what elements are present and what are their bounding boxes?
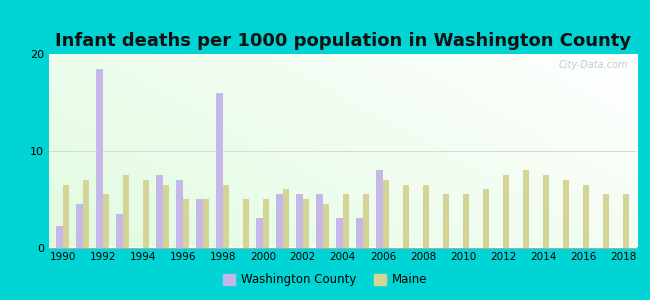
Bar xyxy=(443,194,449,248)
Bar xyxy=(503,175,510,247)
Text: City-Data.com: City-Data.com xyxy=(558,60,628,70)
Bar xyxy=(303,199,309,248)
Bar xyxy=(176,180,183,248)
Bar xyxy=(96,68,103,248)
Bar xyxy=(157,175,162,247)
Bar xyxy=(263,199,269,248)
Bar xyxy=(223,184,229,248)
Bar xyxy=(523,170,529,248)
Bar xyxy=(196,199,203,248)
Bar xyxy=(83,180,89,248)
Bar xyxy=(376,170,383,248)
Bar xyxy=(283,190,289,247)
Bar xyxy=(463,194,469,248)
Bar xyxy=(143,180,150,248)
Bar xyxy=(243,199,249,248)
Bar xyxy=(323,204,330,248)
Bar xyxy=(216,93,223,248)
Bar xyxy=(162,184,169,248)
Bar xyxy=(103,194,109,248)
Bar xyxy=(76,204,83,248)
Bar xyxy=(403,184,410,248)
Bar xyxy=(123,175,129,247)
Bar xyxy=(116,214,123,248)
Bar xyxy=(343,194,349,248)
Bar xyxy=(183,199,189,248)
Title: Infant deaths per 1000 population in Washington County: Infant deaths per 1000 population in Was… xyxy=(55,32,631,50)
Bar xyxy=(276,194,283,248)
Bar xyxy=(483,190,489,247)
Bar xyxy=(317,194,323,248)
Bar xyxy=(57,226,63,247)
Bar xyxy=(563,180,569,248)
Bar xyxy=(363,194,369,248)
Bar xyxy=(337,218,343,248)
Bar xyxy=(356,218,363,248)
Bar xyxy=(63,184,69,248)
Bar xyxy=(423,184,429,248)
Bar xyxy=(296,194,303,248)
Bar xyxy=(583,184,590,248)
Bar xyxy=(623,194,629,248)
Bar xyxy=(383,180,389,248)
Bar xyxy=(603,194,610,248)
Bar xyxy=(543,175,549,247)
Bar xyxy=(203,199,209,248)
Bar xyxy=(257,218,263,248)
Legend: Washington County, Maine: Washington County, Maine xyxy=(218,269,432,291)
